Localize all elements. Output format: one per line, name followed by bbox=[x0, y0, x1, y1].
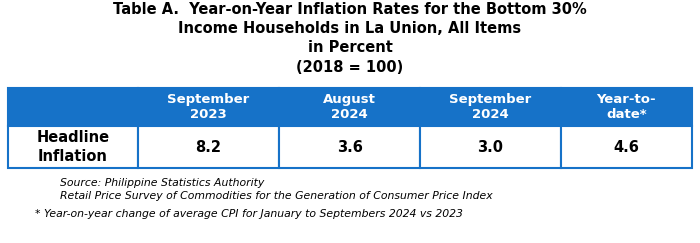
Text: * Year-on-year change of average CPI for January to Septembers 2024 vs 2023: * Year-on-year change of average CPI for… bbox=[35, 209, 463, 219]
Text: Headline
Inflation: Headline Inflation bbox=[36, 130, 110, 164]
Text: Retail Price Survey of Commodities for the Generation of Consumer Price Index: Retail Price Survey of Commodities for t… bbox=[60, 191, 493, 201]
Bar bbox=[8, 88, 138, 126]
Bar bbox=[279, 88, 420, 126]
Text: 3.0: 3.0 bbox=[477, 139, 503, 155]
Bar bbox=[561, 88, 692, 126]
Bar bbox=[420, 126, 561, 168]
Bar bbox=[138, 126, 279, 168]
Text: Table A.  Year-on-Year Inflation Rates for the Bottom 30%
Income Households in L: Table A. Year-on-Year Inflation Rates fo… bbox=[113, 2, 587, 75]
Bar bbox=[8, 126, 138, 168]
Text: September
2023: September 2023 bbox=[167, 93, 250, 121]
Text: 4.6: 4.6 bbox=[614, 139, 639, 155]
Text: 8.2: 8.2 bbox=[195, 139, 221, 155]
Text: August
2024: August 2024 bbox=[323, 93, 376, 121]
Bar bbox=[279, 126, 420, 168]
Bar bbox=[561, 126, 692, 168]
Bar bbox=[420, 88, 561, 126]
Text: Year-to-
date*: Year-to- date* bbox=[596, 93, 657, 121]
Bar bbox=[138, 88, 279, 126]
Text: September
2024: September 2024 bbox=[449, 93, 531, 121]
Text: 3.6: 3.6 bbox=[337, 139, 363, 155]
Text: Source: Philippine Statistics Authority: Source: Philippine Statistics Authority bbox=[60, 178, 265, 188]
